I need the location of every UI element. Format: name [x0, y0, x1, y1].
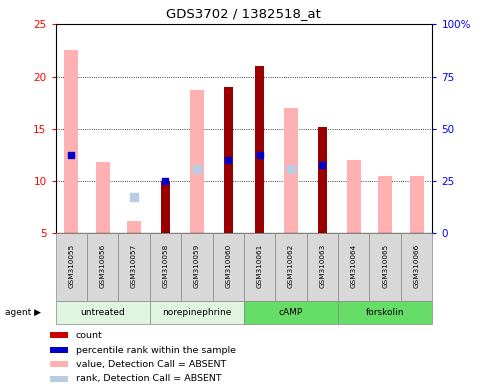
Bar — [56, 233, 87, 301]
Bar — [369, 233, 401, 301]
Point — [193, 166, 201, 172]
Bar — [378, 176, 392, 233]
Text: GSM310056: GSM310056 — [99, 243, 106, 288]
Bar — [307, 233, 338, 301]
Bar — [64, 50, 78, 233]
Bar — [284, 108, 298, 233]
Bar — [118, 233, 150, 301]
Text: GSM310061: GSM310061 — [256, 243, 263, 288]
Text: count: count — [75, 331, 102, 340]
Point — [130, 194, 138, 200]
Bar — [347, 160, 361, 233]
Bar — [50, 361, 68, 367]
Bar — [150, 301, 244, 324]
Text: percentile rank within the sample: percentile rank within the sample — [75, 346, 236, 354]
Bar — [50, 332, 68, 338]
Bar — [50, 347, 68, 353]
Bar — [96, 162, 110, 233]
Point — [287, 166, 295, 172]
Bar — [56, 301, 150, 324]
Bar — [338, 233, 369, 301]
Text: GSM310059: GSM310059 — [194, 243, 200, 288]
Bar — [275, 233, 307, 301]
Bar — [244, 301, 338, 324]
Text: cAMP: cAMP — [279, 308, 303, 317]
Bar — [190, 90, 204, 233]
Text: GSM310060: GSM310060 — [225, 243, 231, 288]
Bar — [224, 87, 233, 233]
Bar — [161, 181, 170, 233]
Point — [161, 178, 170, 184]
Bar — [150, 233, 181, 301]
Text: GSM310062: GSM310062 — [288, 243, 294, 288]
Bar — [87, 233, 118, 301]
Text: untreated: untreated — [80, 308, 125, 317]
Text: forskolin: forskolin — [366, 308, 404, 317]
Bar — [401, 233, 432, 301]
Text: GSM310055: GSM310055 — [68, 243, 74, 288]
Text: rank, Detection Call = ABSENT: rank, Detection Call = ABSENT — [75, 374, 221, 383]
Text: GSM310057: GSM310057 — [131, 243, 137, 288]
Text: GSM310063: GSM310063 — [319, 243, 326, 288]
Title: GDS3702 / 1382518_at: GDS3702 / 1382518_at — [167, 7, 321, 20]
Bar — [213, 233, 244, 301]
Bar — [181, 233, 213, 301]
Bar — [127, 221, 141, 233]
Point — [224, 157, 232, 163]
Point — [68, 152, 75, 158]
Point — [319, 162, 327, 169]
Bar — [318, 127, 327, 233]
Text: GSM310064: GSM310064 — [351, 243, 357, 288]
Text: value, Detection Call = ABSENT: value, Detection Call = ABSENT — [75, 360, 226, 369]
Text: GSM310065: GSM310065 — [382, 243, 388, 288]
Text: GSM310066: GSM310066 — [413, 243, 420, 288]
Bar — [410, 176, 424, 233]
Bar — [338, 301, 432, 324]
Text: GSM310058: GSM310058 — [162, 243, 169, 288]
Bar — [255, 66, 264, 233]
Text: agent ▶: agent ▶ — [5, 308, 41, 317]
Point — [256, 152, 264, 158]
Bar — [244, 233, 275, 301]
Bar — [50, 376, 68, 382]
Text: norepinephrine: norepinephrine — [162, 308, 231, 317]
